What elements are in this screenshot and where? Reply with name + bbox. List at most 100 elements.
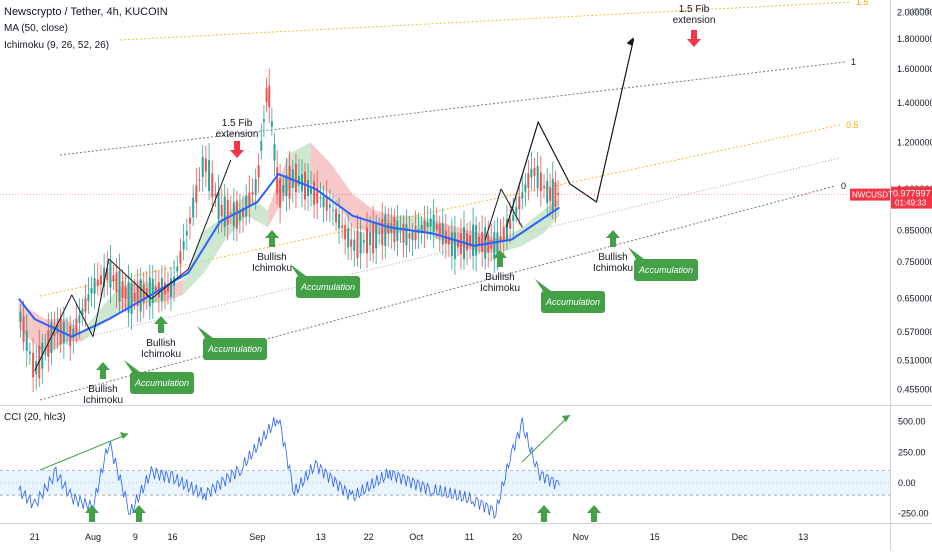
symbol-legend[interactable]: Newscrypto / Tether, 4h, KUCOIN [4,6,168,18]
price-candle-body [154,286,157,294]
time-axis-tick: Sep [249,532,265,542]
ichimoku-cloud-segment [246,194,268,228]
arrow-down-icon [230,150,244,158]
price-candle-body [396,220,399,241]
price-candle-body [248,192,251,208]
price-candle-body [469,235,472,247]
accumulation-badge [634,259,698,281]
price-candle-body [393,216,396,243]
price-candle-body [539,172,542,192]
ichimoku-cloud-segment [267,153,290,228]
fib-extension-label: extension [673,15,716,26]
wave-line [34,294,73,371]
ichimoku-cloud-segment [18,302,46,356]
price-axis-tick: 2.000000 [897,7,932,17]
arrow-up-icon [154,316,168,324]
price-candle-body [447,236,450,245]
price-candle-body [335,209,338,223]
arrow-down-icon [687,39,701,47]
price-candle-body [515,207,518,214]
symbol-tag: NWCUSDT [852,191,893,200]
wave-line [108,258,152,300]
cci-legend[interactable]: CCI (20, hlc3) [4,412,66,423]
time-axis-tick: Dec [732,532,749,542]
time-axis-tick: 16 [167,532,177,542]
price-candle-body [557,193,560,196]
price-candle-body [505,218,508,240]
price-candle-body [198,179,201,181]
time-axis-tick: 13 [316,532,326,542]
ichimoku-legend[interactable]: Ichimoku (9, 26, 52, 26) [4,40,110,51]
price-candle-body [524,184,527,192]
price-candle-body [124,287,127,299]
bullish-ichimoku-label: Ichimoku [83,395,123,406]
price-candle-body [260,140,263,151]
price-candle-body [420,224,423,234]
price-candle-body [273,143,276,161]
price-candle-body [399,231,402,233]
price-candle-body [201,156,204,178]
price-candle-body [366,227,369,254]
arrow-up-icon [85,505,99,513]
accumulation-badge [203,338,267,360]
arrow-up-icon [606,230,620,238]
accumulation-pointer [124,360,140,372]
symbol-tag-bg[interactable] [850,188,890,201]
price-candle-body [22,316,25,342]
price-candle-body [423,220,426,234]
price-candle-body [182,241,185,250]
price-candle-body [75,318,78,334]
price-candle-body [527,173,530,188]
ma-50-line [18,172,560,338]
ichimoku-cloud-segment [310,142,332,195]
price-axis-tick: 1.600000 [897,64,932,74]
arrow-up-icon [132,505,146,513]
accumulation-label: Accumulation [545,297,600,307]
price-candle-body [426,222,429,228]
arrow-up-icon [269,238,275,247]
price-candle-body [204,158,207,172]
price-candle-body [121,281,124,298]
price-candle-body [375,222,378,249]
ichimoku-cloud-segment [204,215,226,273]
fib-level-label: 1.5 [856,0,869,7]
time-axis-tick: 15 [650,532,660,542]
price-candle-body [238,210,241,221]
accumulation-badge [541,291,605,313]
price-candle-body [475,225,478,256]
price-axis-tick: 0.510000 [897,356,932,366]
bullish-ichimoku-label: Bullish [598,252,627,263]
price-candle-body [341,225,344,228]
bullish-ichimoku-label: Ichimoku [480,283,520,294]
ichimoku-cloud-segment [352,194,374,234]
price-candle-body [87,294,90,302]
accumulation-pointer [535,279,551,291]
price-candle-body [297,176,300,185]
price-candle-body [322,194,325,208]
projection-arrowhead [626,37,634,47]
arrow-up-icon [100,370,106,379]
price-countdown: 01:49:33 [895,199,927,208]
arrow-up-icon [158,324,164,333]
accumulation-badge [130,372,194,394]
price-candle-body [81,308,84,316]
price-candle-body [502,226,505,241]
last-price-value: 0.977997 [893,189,931,199]
fib-level-label: 0.5 [846,120,859,130]
arrow-up-icon [89,513,95,522]
price-candle-body [521,192,524,199]
price-candle-body [362,240,365,243]
fib-channel-line [39,185,836,401]
price-candle-body [518,196,521,210]
price-candle-body [378,233,381,235]
price-candle-body [294,163,297,193]
price-candle-body [459,233,462,255]
ma-legend[interactable]: MA (50, close) [4,23,68,34]
price-candle-body [450,232,453,257]
price-axis-tick: 1.800000 [897,34,932,44]
price-candle-body [72,328,75,338]
cci-divergence-arrowhead [120,432,128,439]
price-candle-body [148,277,151,307]
